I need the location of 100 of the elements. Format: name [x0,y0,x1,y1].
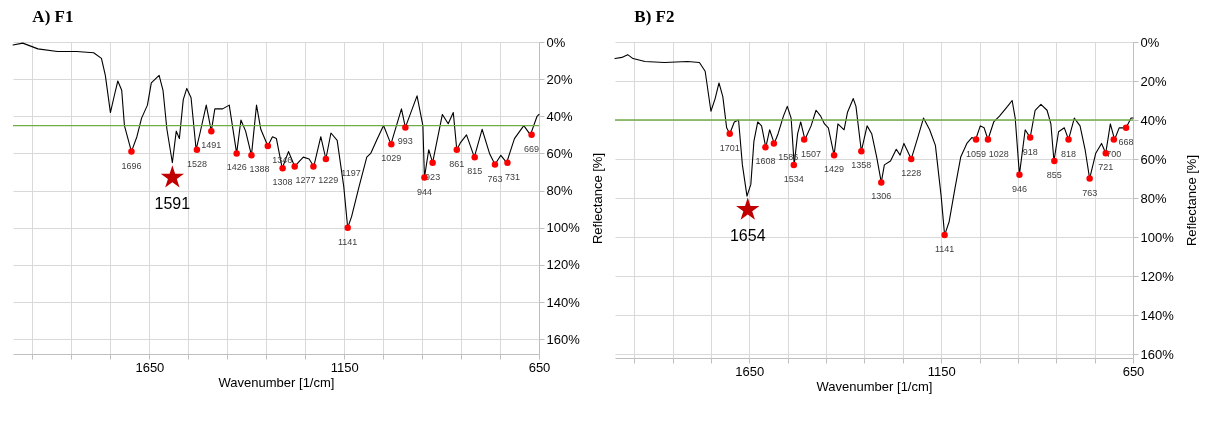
y-tick-label: 20% [1140,73,1167,89]
annotation: 700 [1106,148,1122,159]
annotation: 1654 [729,226,766,244]
x-axis-title: Wavenumber [1/cm] [218,374,335,390]
y-tick-label: 60% [1140,151,1167,167]
chart-title: A) F1 [32,7,74,26]
point [128,148,135,155]
point [984,136,992,143]
annotation: 1528 [186,158,207,169]
annotation: 763 [487,173,503,184]
annotation: 1534 [783,173,804,184]
point [800,136,808,143]
point [762,144,769,151]
annotation: 1608 [755,156,776,167]
annotation: 1141 [934,244,955,255]
point [160,165,185,188]
point [1016,171,1023,178]
y-tick-label: 40% [1140,112,1167,128]
x-tick-label: 650 [1122,363,1145,379]
annotation: 1308 [272,177,293,188]
point [878,179,885,186]
annotation: 669 [524,143,540,154]
point [941,231,948,239]
y-tick-label: 40% [546,108,573,124]
point [1110,136,1118,143]
y-tick-label: 140% [1140,307,1175,323]
annotation: 818 [1061,148,1077,159]
point [322,155,330,163]
annotation: 1197 [341,168,361,178]
annotation: 1358 [851,160,872,171]
annotation: 1228 [901,168,922,179]
point [770,140,778,147]
y-tick-label: 80% [546,183,573,199]
annotation: 1507 [801,148,822,159]
y-tick-label: 120% [546,257,581,273]
annotation: 1429 [824,164,845,175]
point [429,159,436,166]
point [279,165,286,172]
y-tick-label: 160% [546,331,581,347]
y-tick-label: 140% [546,294,581,310]
y-tick-label: 120% [1140,268,1175,284]
point [726,130,733,137]
chart-title: B) F2 [634,7,675,26]
x-tick-label: 650 [528,359,551,375]
annotation: 815 [467,166,483,177]
point [736,197,760,220]
point [453,146,461,153]
point [491,161,499,168]
point [388,140,395,148]
annotation: 918 [1022,146,1038,157]
point [1051,157,1058,165]
point [907,155,915,163]
annotation: 1388 [249,164,270,175]
point [291,163,298,170]
annotation: 855 [1046,169,1062,180]
annotation: 1491 [201,140,222,151]
y-tick-label: 0% [546,34,566,50]
x-tick-label: 1150 [330,359,359,375]
x-tick-label: 1650 [135,359,165,375]
annotation: 1696 [121,160,142,171]
point [264,142,272,150]
x-axis-title: Wavenumber [1/cm] [816,378,933,394]
x-tick-label: 1150 [927,363,956,379]
annotation: 1059 [966,148,987,159]
annotation: 944 [416,186,432,197]
annotation: 1306 [871,191,892,202]
point [504,159,511,166]
x-tick-label: 1650 [735,363,765,379]
point [1026,134,1034,141]
annotation: 946 [1011,183,1027,194]
point [1122,124,1130,132]
annotation: 861 [449,158,465,169]
annotation: 1701 [719,142,740,153]
point [528,131,535,139]
point [310,163,317,170]
annotation: 763 [1082,187,1098,198]
annotation: 1229 [318,175,339,186]
point [972,136,980,143]
point [1065,136,1072,143]
annotation: 668 [1118,136,1134,147]
y-tick-label: 0% [1140,34,1160,50]
annotation: 1141 [338,236,358,247]
y-tick-label: 100% [546,220,581,236]
annotation: 731 [505,171,521,182]
y-tick-label: 100% [1140,229,1175,245]
y-tick-label: 20% [546,71,573,87]
point [208,127,215,135]
annotation: 993 [397,136,413,147]
point [193,146,201,153]
point [858,148,865,155]
annotation: 721 [1098,162,1114,173]
point [790,161,798,169]
annotation: 1426 [226,162,247,173]
annotation: 1591 [154,194,191,212]
y-tick-label: 160% [1140,346,1175,362]
y-tick-label: 60% [546,145,573,161]
annotation: 1028 [988,148,1009,159]
point [471,153,478,161]
point [830,151,838,159]
annotation: 1277 [295,175,316,186]
